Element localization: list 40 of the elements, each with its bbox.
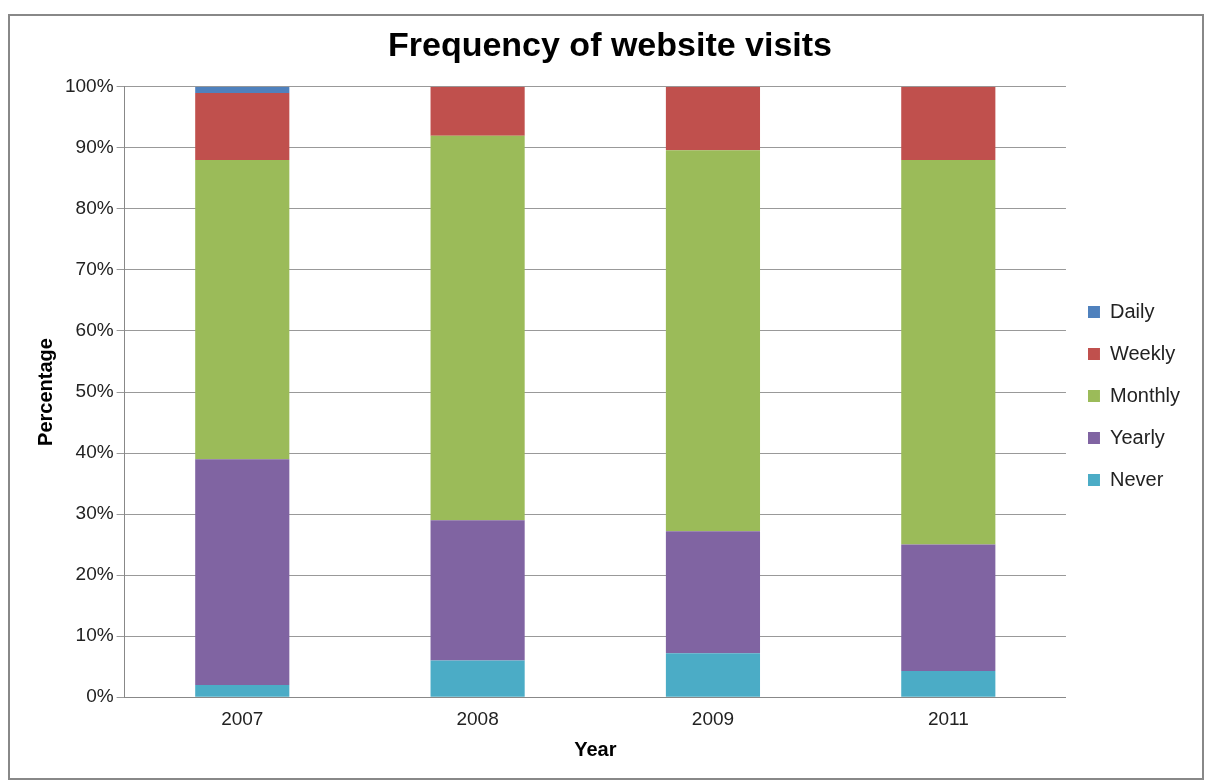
legend-label: Daily: [1109, 299, 1155, 322]
y-tick-label: 60%: [75, 319, 114, 341]
bar: [195, 86, 290, 93]
y-tick-label: 80%: [75, 197, 114, 219]
bar: [901, 86, 996, 161]
y-axis-title: Percentage: [33, 338, 56, 446]
bar: [665, 531, 761, 654]
bar: [430, 86, 525, 136]
y-tick-label: 70%: [75, 258, 114, 280]
bar: [195, 160, 290, 460]
x-tick-label: 2007: [221, 707, 264, 729]
legend-label: Weekly: [1109, 341, 1176, 364]
legend-label: Never: [1109, 467, 1164, 490]
y-tick-label: 30%: [75, 502, 114, 524]
bar: [901, 160, 996, 545]
x-axis-title: Year: [574, 737, 617, 760]
bar: [195, 684, 290, 697]
bar: [901, 670, 996, 697]
legend-label: Yearly: [1109, 425, 1165, 448]
y-tick-label: 0%: [86, 685, 114, 707]
y-tick-label: 20%: [75, 563, 114, 585]
bar: [665, 86, 761, 151]
bar: [430, 135, 525, 521]
y-tick-label: 50%: [75, 380, 114, 402]
x-tick-label: 2009: [691, 707, 735, 729]
y-tick-label: 90%: [75, 136, 114, 158]
bar: [430, 520, 525, 661]
bar: [901, 544, 996, 671]
bar: [430, 660, 525, 697]
y-tick-label: 100%: [64, 75, 114, 97]
y-tick-label: 40%: [75, 441, 114, 463]
bar: [195, 92, 290, 161]
x-tick-label: 2011: [927, 707, 969, 729]
y-tick-label: 10%: [75, 624, 114, 646]
bar: [195, 459, 290, 685]
legend-label: Monthly: [1109, 383, 1180, 406]
chart-title: Frequency of website visits: [387, 24, 833, 63]
bar: [665, 653, 761, 697]
bar: [665, 150, 761, 532]
x-tick-label: 2008: [456, 707, 499, 729]
